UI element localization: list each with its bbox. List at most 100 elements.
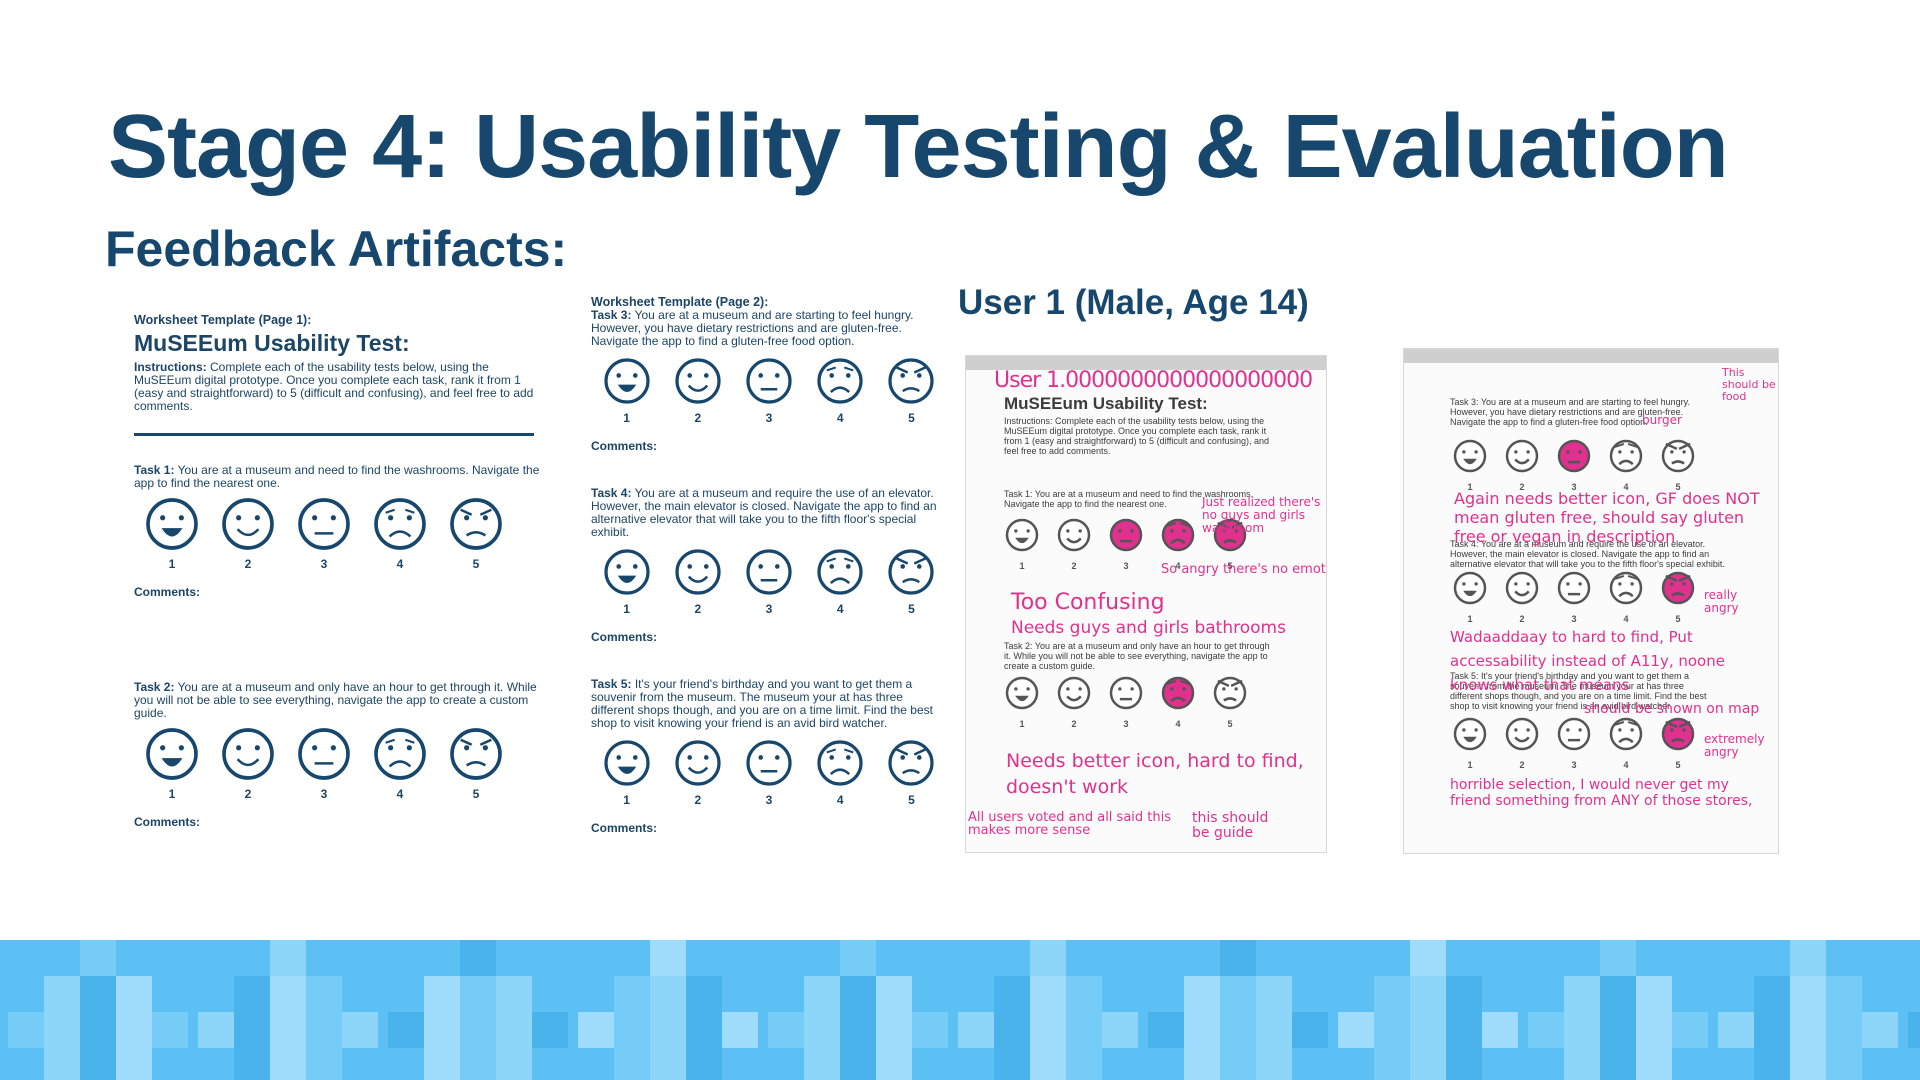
pixel-tile xyxy=(614,976,650,1012)
pixel-tile xyxy=(1066,976,1102,1012)
task-4: Task 4: You are at a museum and require … xyxy=(591,487,947,645)
rating-option-1[interactable]: 1 xyxy=(134,498,210,571)
neutral-face-icon xyxy=(1557,717,1591,756)
sad-face-icon xyxy=(817,549,863,598)
rating-number: 1 xyxy=(1467,614,1473,624)
rating-option-1[interactable]: 1 xyxy=(591,740,662,807)
very-happy-face-icon xyxy=(1005,518,1039,557)
rating-option-2[interactable]: 2 xyxy=(210,498,286,571)
pixel-tile xyxy=(650,976,686,1012)
rating-option-5[interactable]: 5 xyxy=(438,498,514,571)
pixel-tile xyxy=(840,976,876,1012)
rating-option-3[interactable]: 3 xyxy=(733,358,804,425)
happy-face-icon xyxy=(675,740,721,789)
pixel-tile xyxy=(198,1012,234,1048)
pixel-pattern xyxy=(8,940,1920,1080)
pixel-tile xyxy=(1446,1012,1482,1048)
rating-number: 2 xyxy=(694,411,702,425)
rating-option-3[interactable]: 3 xyxy=(733,549,804,616)
pixel-tile xyxy=(650,1012,686,1048)
worksheet-page-2: Worksheet Template (Page 2): Task 3: You… xyxy=(591,295,947,836)
comments-label: Comments: xyxy=(591,439,658,453)
pixel-tile xyxy=(876,976,912,1012)
rating-number: 1 xyxy=(168,557,176,571)
happy-face-icon xyxy=(1505,717,1539,756)
rating-number: 1 xyxy=(1019,561,1025,571)
rating-option-5[interactable]: 5 xyxy=(876,358,947,425)
neutral-face-icon xyxy=(298,728,350,783)
worksheet-page-1: Worksheet Template (Page 1): MuSEEum Usa… xyxy=(134,314,544,829)
pixel-tile xyxy=(8,1012,44,1048)
handwritten-note: Needs better icon, hard to find, doesn't… xyxy=(1006,750,1304,798)
rating-option-2[interactable]: 2 xyxy=(662,549,733,616)
sad-face-icon xyxy=(374,728,426,783)
rating-option-3[interactable]: 3 xyxy=(733,740,804,807)
happy-face-icon xyxy=(1505,571,1539,610)
handwritten-note: This should be food xyxy=(1722,366,1776,403)
pixel-tile xyxy=(578,1012,614,1048)
rating-option-2: 2 xyxy=(1496,571,1548,624)
pixel-tile xyxy=(722,1012,758,1048)
pixel-tile xyxy=(496,1012,532,1048)
rating-option-1[interactable]: 1 xyxy=(591,358,662,425)
pixel-tile xyxy=(1564,1012,1600,1048)
pixel-tile xyxy=(80,1012,116,1048)
rating-scale[interactable]: 1 2 3 4 5 xyxy=(591,358,947,425)
pixel-tile xyxy=(1446,976,1482,1012)
rating-option-2[interactable]: 2 xyxy=(210,728,286,801)
rating-number: 1 xyxy=(168,787,176,801)
rating-option-5[interactable]: 5 xyxy=(438,728,514,801)
pixel-tile xyxy=(1220,1048,1256,1080)
rating-option-1: 1 xyxy=(1444,439,1496,492)
handwritten-note: horrible selection, I would never get my… xyxy=(1450,777,1753,809)
rating-number: 1 xyxy=(1467,760,1473,770)
happy-face-icon xyxy=(1057,518,1091,557)
pixel-tile xyxy=(1030,976,1066,1012)
rating-scale[interactable]: 1 2 3 4 5 xyxy=(591,549,947,616)
rating-option-2[interactable]: 2 xyxy=(662,740,733,807)
rating-option-5[interactable]: 5 xyxy=(876,740,947,807)
rating-option-5[interactable]: 5 xyxy=(876,549,947,616)
divider xyxy=(134,433,534,436)
rating-number: 4 xyxy=(1175,561,1181,571)
rating-option-2: 2 xyxy=(1496,717,1548,770)
rating-option-2: 2 xyxy=(1496,439,1548,492)
very-happy-face-icon xyxy=(146,728,198,783)
rating-scale[interactable]: 1 2 3 4 5 xyxy=(591,740,947,807)
rating-option-4[interactable]: 4 xyxy=(362,498,438,571)
pixel-tile xyxy=(1564,1048,1600,1080)
rating-number: 4 xyxy=(1623,482,1629,492)
pixel-tile xyxy=(1754,1012,1790,1048)
pixel-tile xyxy=(1256,976,1292,1012)
pixel-tile xyxy=(994,1048,1030,1080)
instructions: Instructions: Complete each of the usabi… xyxy=(134,360,534,413)
pixel-tile xyxy=(424,976,460,1012)
pixel-tile xyxy=(306,976,342,1012)
handwritten-note: burger xyxy=(1642,413,1682,427)
rating-option-4[interactable]: 4 xyxy=(805,358,876,425)
comments-label: Comments: xyxy=(591,630,658,644)
pixel-tile xyxy=(686,1012,722,1048)
rating-number: 3 xyxy=(320,557,328,571)
pixel-tile xyxy=(1184,976,1220,1012)
rating-number: 2 xyxy=(694,602,702,616)
neutral-face-icon xyxy=(746,740,792,789)
rating-number: 1 xyxy=(623,411,630,425)
rating-option-4[interactable]: 4 xyxy=(805,549,876,616)
rating-scale[interactable]: 1 2 3 4 5 xyxy=(134,728,544,801)
rating-option-3[interactable]: 3 xyxy=(286,498,362,571)
comments-label: Comments: xyxy=(134,815,201,829)
handwritten-note: should be shown on map xyxy=(1584,701,1760,717)
rating-option-1[interactable]: 1 xyxy=(591,549,662,616)
rating-number: 2 xyxy=(1519,482,1525,492)
rating-number: 3 xyxy=(765,602,773,616)
rating-scale[interactable]: 1 2 3 4 5 xyxy=(134,498,544,571)
rating-option-4[interactable]: 4 xyxy=(805,740,876,807)
angry-face-icon xyxy=(450,498,502,553)
pixel-tile xyxy=(270,976,306,1012)
rating-option-2[interactable]: 2 xyxy=(662,358,733,425)
rating-option-1[interactable]: 1 xyxy=(134,728,210,801)
worksheet-header: Worksheet Template (Page 2): xyxy=(591,295,769,309)
rating-option-4[interactable]: 4 xyxy=(362,728,438,801)
rating-option-3[interactable]: 3 xyxy=(286,728,362,801)
